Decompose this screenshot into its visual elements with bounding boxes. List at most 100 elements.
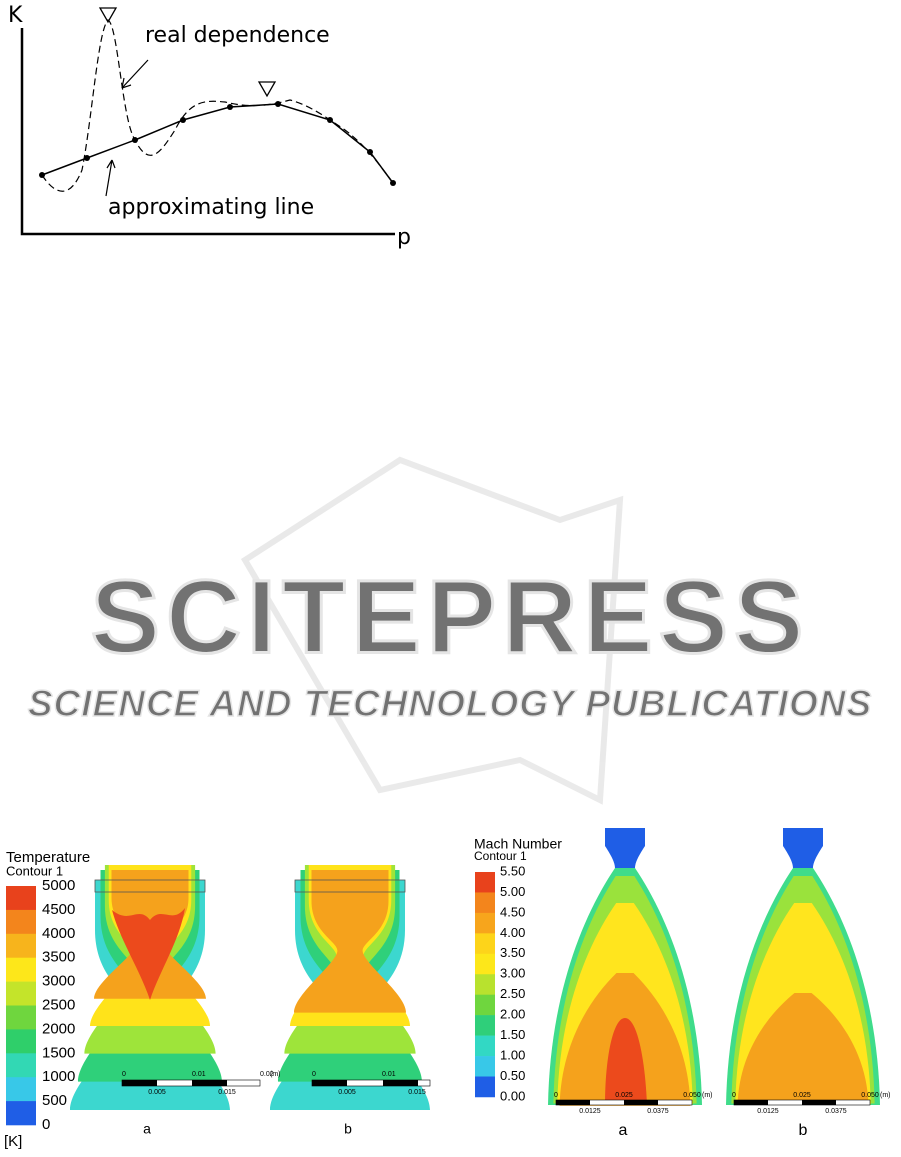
legend-swatch: [6, 1077, 36, 1102]
scale-label: 0.0125: [757, 1108, 779, 1115]
scale-label: (m): [702, 1092, 713, 1099]
legend-swatch: [6, 886, 36, 911]
legend-label: 4000: [42, 925, 75, 942]
legend-label: 4.00: [500, 925, 525, 940]
legend-swatch: [475, 994, 495, 1016]
figure-3: Mach Number Contour 1 5.50 5.00 4.50 4.00 3.…: [474, 828, 891, 1139]
nozzle-b: [726, 828, 880, 1105]
scale-label: 0.0375: [825, 1108, 847, 1115]
legend-label: 0.00: [500, 1088, 525, 1103]
scale-bar: [555, 1099, 871, 1106]
legend-swatch: [6, 1005, 36, 1030]
legend-label: 1.50: [500, 1027, 525, 1042]
x-axis-label: p: [397, 225, 411, 250]
legend-label: 3000: [42, 973, 75, 990]
legend-swatch: [6, 981, 36, 1006]
scale-label: 0.0125: [579, 1108, 601, 1115]
legend-label: 5.50: [500, 863, 525, 878]
scale-label: 0: [732, 1092, 736, 1099]
scale-label: 0.005: [148, 1089, 166, 1096]
axes: [20, 28, 395, 236]
legend-unit: [K]: [4, 1133, 22, 1150]
legend-swatch: [6, 1101, 36, 1126]
panel-label: b: [344, 1121, 352, 1137]
scale-label: 0.025: [615, 1092, 633, 1099]
legend-title: Temperature: [6, 849, 90, 866]
legend-label: 2.00: [500, 1007, 525, 1022]
panel-label: a: [619, 1122, 628, 1139]
approximating-line: [41, 103, 394, 184]
panel-label: a: [143, 1121, 151, 1137]
scale-label: 0.01: [192, 1071, 206, 1078]
legend-subtitle: Contour 1: [6, 863, 63, 878]
scale-label: 0: [554, 1092, 558, 1099]
legend-swatch: [6, 933, 36, 958]
legend-subtitle: Contour 1: [474, 849, 527, 863]
legend-label: 5000: [42, 877, 75, 894]
scale-label: 0.005: [338, 1089, 356, 1096]
legend-title: Mach Number: [474, 836, 562, 852]
scale-labels: 0 0.01 0.02(m) 0.005 0.015 a 0 0.01 0.005 0.015 b: [122, 1071, 426, 1137]
legend-swatch: [6, 909, 36, 935]
scale-label: 0: [122, 1071, 126, 1078]
legend-swatch: [475, 1076, 495, 1098]
legend-label: 4500: [42, 901, 75, 918]
panel-label: b: [799, 1122, 808, 1139]
scale-label: 0.02: [260, 1071, 274, 1078]
legend-label: 0: [42, 1116, 50, 1133]
scale-label: (m): [270, 1071, 281, 1078]
legend-label: 500: [42, 1092, 67, 1109]
legend-swatch: [475, 1015, 495, 1036]
legend-swatch: [475, 933, 495, 955]
watermark: SCITEPRESS SCIENCE AND TECHNOLOGY PUBLIC…: [27, 456, 872, 805]
legend: 5.50 5.00 4.50 4.00 3.50 3.00 2.50 2.00 1.50 1.00…: [475, 863, 525, 1103]
scale-label: 0.015: [408, 1089, 426, 1096]
figure-1: K p real dependence approximating line: [8, 3, 411, 250]
scale-label: 0.025: [793, 1092, 811, 1099]
watermark-subtitle: SCIENCE AND TECHNOLOGY PUBLICATIONS: [28, 683, 872, 724]
scale-label: 0: [312, 1071, 316, 1078]
annotation: approximating line: [108, 195, 314, 220]
legend-label: 0.50: [500, 1068, 525, 1083]
legend-label: 2500: [42, 996, 75, 1013]
legend-label: 3.00: [500, 966, 525, 981]
legend-swatch: [6, 957, 36, 982]
arrows: [105, 59, 149, 197]
legend-label: 1.00: [500, 1047, 525, 1062]
legend-swatch: [6, 1053, 36, 1078]
legend-label: 2.50: [500, 986, 525, 1001]
legend-swatch: [475, 912, 495, 934]
legend-swatch: [475, 953, 495, 975]
legend-label: 1000: [42, 1068, 75, 1085]
legend-swatch: [6, 1029, 36, 1054]
nozzle-a: [70, 865, 230, 1110]
legend-label: 5.00: [500, 884, 525, 899]
legend-swatch: [475, 892, 495, 914]
legend-label: 2000: [42, 1020, 75, 1037]
scale-label: (m): [880, 1092, 891, 1099]
y-axis-label: K: [8, 3, 23, 28]
nozzle-b: [270, 865, 430, 1110]
scale-label: 0.050: [683, 1092, 701, 1099]
marker-triangles: [98, 7, 277, 98]
scale-label: 0.0375: [647, 1108, 669, 1115]
scale-bar: [121, 1079, 431, 1087]
legend-label: 3500: [42, 949, 75, 966]
legend-swatch: [475, 1035, 495, 1057]
points: [39, 101, 396, 186]
annotation: real dependence: [145, 23, 330, 48]
watermark-logo: [240, 456, 624, 805]
nozzle-a: [548, 828, 702, 1106]
real-dependence-curve: [41, 19, 394, 192]
legend-swatch: [475, 974, 495, 995]
watermark-title: SCITEPRESS: [91, 559, 810, 675]
legend-swatch: [475, 872, 495, 893]
legend-label: 3.50: [500, 945, 525, 960]
scale-label: 0.015: [218, 1089, 236, 1096]
figure-2: Temperature Contour 1 500045004000350030…: [4, 849, 431, 1150]
scale-label: 0.01: [382, 1071, 396, 1078]
